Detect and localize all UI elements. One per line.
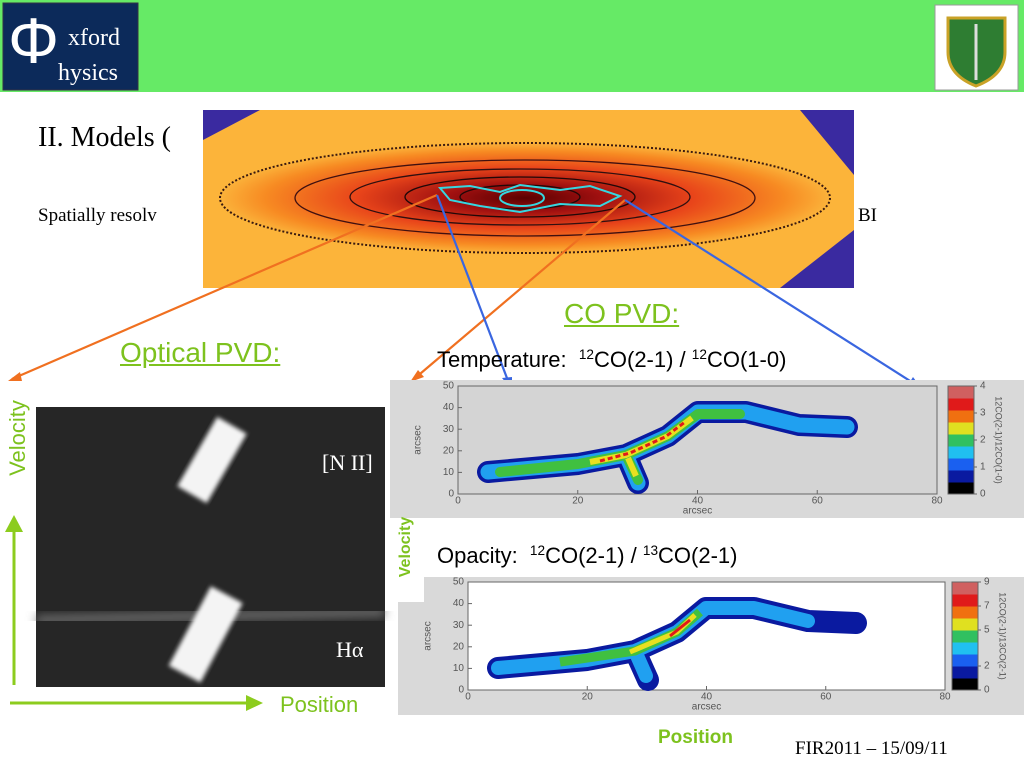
x-tick-label: 60 <box>812 496 824 507</box>
label-part: Temperature: <box>437 347 579 373</box>
y-tick-label: 20 <box>453 641 465 652</box>
colorbar-segment <box>948 458 974 471</box>
x-tick-label: 80 <box>939 692 951 703</box>
line-label: [N II] <box>322 450 373 475</box>
header-bar <box>0 0 1024 92</box>
colorbar-segment <box>948 410 974 423</box>
colorbar-tick-label: 0 <box>984 685 990 696</box>
x-axis-title: arcsec <box>683 506 712 517</box>
colorbar-tick-label: 7 <box>984 601 990 612</box>
x-tick-label: 80 <box>931 496 943 507</box>
footer: FIR2011 – 15/09/11 <box>795 738 948 759</box>
x-tick-label: 40 <box>692 496 704 507</box>
opacity-map <box>398 577 1024 715</box>
y-tick-label: 0 <box>448 489 454 500</box>
y-tick-label: 10 <box>453 663 465 674</box>
isotope: 12 <box>578 347 594 362</box>
colorbar-segment <box>948 422 974 435</box>
connector-arrows <box>8 193 922 390</box>
y-axis-title: arcsec <box>423 621 434 650</box>
y-tick-label: 20 <box>443 445 455 456</box>
colorbar-segment <box>952 666 978 679</box>
colorbar-tick-label: 4 <box>980 381 986 392</box>
colorbar-tick-label: 3 <box>980 408 986 419</box>
co-x-label: Position <box>658 727 733 748</box>
colorbar-segment <box>948 398 974 411</box>
x-tick-label: 0 <box>465 692 471 703</box>
colorbar-title: 12CO(2-1)/12CO(1-0) <box>994 396 1004 484</box>
colorbar-segment <box>952 618 978 631</box>
x-tick-label: 40 <box>701 692 713 703</box>
subtitle-fragment: BI <box>858 205 877 226</box>
x-tick-label: 20 <box>582 692 594 703</box>
x-axis-title: arcsec <box>692 702 721 713</box>
oxford-logo <box>2 2 139 91</box>
label-part: CO(1-0) <box>706 347 787 373</box>
isotope: 12 <box>691 347 707 362</box>
y-tick-label: 0 <box>458 685 464 696</box>
x-tick-label: 60 <box>820 692 832 703</box>
colorbar-tick-label: 2 <box>984 661 990 672</box>
optical-axis-arrows <box>5 515 263 711</box>
isotope: 12 <box>529 543 546 558</box>
colorbar-segment <box>952 594 978 607</box>
label-part: CO(2-1) / <box>594 347 692 373</box>
optical-y-label: Velocity <box>4 400 30 476</box>
y-tick-label: 30 <box>453 620 465 631</box>
colorbar-tick-label: 0 <box>980 489 986 500</box>
label-part: Opacity: <box>437 543 530 569</box>
label-part: CO(2-1) <box>658 543 738 569</box>
co-pvd-label: CO PVD: <box>564 298 680 329</box>
y-tick-label: 10 <box>443 467 455 478</box>
co-y-label: Velocity <box>397 516 415 578</box>
colorbar-segment <box>948 482 974 495</box>
colorbar-tick-label: 5 <box>984 625 990 636</box>
colorbar-tick-label: 2 <box>980 435 986 446</box>
x-tick-label: 0 <box>455 496 461 507</box>
velocity-label-box <box>390 518 424 602</box>
colorbar-segment <box>952 606 978 619</box>
logo-line2: hysics <box>58 60 118 86</box>
y-tick-label: 50 <box>443 381 455 392</box>
colorbar-segment <box>948 446 974 459</box>
y-axis-title: arcsec <box>413 425 424 454</box>
colorbar-segment <box>952 582 978 595</box>
colorbar-segment <box>948 434 974 447</box>
line-label: Hα <box>336 637 364 662</box>
y-tick-label: 30 <box>443 424 455 435</box>
colorbar-segment <box>952 654 978 667</box>
optical-pvd-label: Optical PVD: <box>120 337 281 368</box>
galaxy-image <box>203 110 854 288</box>
logo-line1: xford <box>68 25 120 51</box>
colorbar-segment <box>952 678 978 691</box>
colorbar-segment <box>948 470 974 483</box>
colorbar-segment <box>952 630 978 643</box>
colorbar-title: 12CO(2-1)/13CO(2-1) <box>998 592 1008 680</box>
optical-pvd-image <box>35 407 386 687</box>
y-tick-label: 50 <box>453 577 465 588</box>
colorbar-tick-label: 1 <box>980 462 986 473</box>
optical-x-label: Position <box>280 692 359 717</box>
isotope: 13 <box>642 543 659 558</box>
y-tick-label: 40 <box>443 402 455 413</box>
logo-symbol: Φ <box>8 5 60 77</box>
y-tick-label: 40 <box>453 598 465 609</box>
colorbar-segment <box>948 386 974 399</box>
label-part: CO(2-1) / <box>545 543 643 569</box>
colorbar-tick-label: 9 <box>984 577 990 588</box>
colorbar-segment <box>952 642 978 655</box>
temperature-label: Temperature: 12CO(2-1) / 12CO(1-0) <box>437 347 786 373</box>
opacity-label: Opacity: 12CO(2-1) / 13CO(2-1) <box>437 543 737 569</box>
colorbar-frame <box>951 581 979 691</box>
temperature-map <box>390 380 1024 518</box>
x-tick-label: 20 <box>572 496 584 507</box>
